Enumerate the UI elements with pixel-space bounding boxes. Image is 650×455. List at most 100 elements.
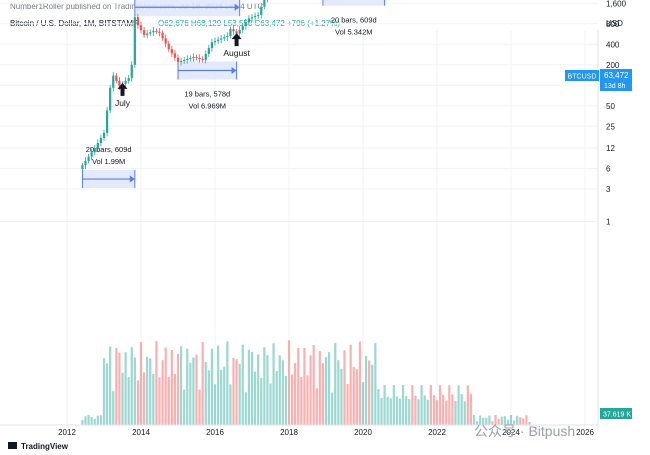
- range-label: 20 bars, 609d: [86, 145, 132, 154]
- volume-bar: [281, 360, 284, 425]
- volume-bar: [142, 372, 146, 425]
- price-tag-value: 63,472: [604, 71, 629, 80]
- volume-bar: [109, 346, 112, 425]
- volume-bar: [164, 347, 167, 425]
- volume-bars: [81, 340, 531, 425]
- volume-bar: [525, 415, 528, 425]
- candle-body: [241, 26, 244, 30]
- volume-bar: [414, 395, 417, 425]
- volume-bar: [260, 377, 263, 425]
- volume-bar: [364, 355, 368, 425]
- currency-label: USD: [606, 19, 623, 28]
- range-fill: [134, 0, 240, 17]
- volume-bar: [272, 343, 275, 425]
- tradingview-logo[interactable]: TradingView: [8, 442, 69, 451]
- candle-body: [207, 48, 210, 54]
- x-tick-label: 2014: [132, 428, 150, 437]
- candle-body: [229, 29, 232, 36]
- volume-bar: [331, 392, 334, 425]
- volume-bar: [136, 380, 140, 425]
- candle-body: [183, 60, 186, 62]
- candle-body: [93, 148, 96, 153]
- volume-bar: [324, 357, 328, 425]
- volume-bar: [257, 354, 260, 425]
- range-label: Vol 1.99M: [92, 157, 125, 166]
- up-arrow-icon: [231, 33, 242, 47]
- x-tick-label: 2016: [206, 428, 224, 437]
- candle-body: [235, 31, 238, 34]
- tradingview-brand: TradingView: [21, 442, 69, 451]
- x-tick-label: 2024: [502, 428, 520, 437]
- volume-bar: [405, 396, 408, 425]
- candle-body: [146, 33, 149, 35]
- volume-bar: [352, 366, 355, 425]
- volume-bar: [506, 419, 510, 425]
- up-arrow-icon: [117, 82, 128, 96]
- volume-bar: [519, 417, 522, 425]
- volume-bar: [429, 385, 432, 425]
- candlesticks: [81, 0, 268, 172]
- volume-bar: [482, 417, 485, 425]
- volume-bar: [442, 394, 445, 425]
- volume-bar: [386, 396, 389, 425]
- volume-bar: [81, 420, 84, 425]
- volume-bar: [115, 347, 118, 425]
- candle-body: [210, 42, 214, 49]
- y-tick-label: 1: [606, 218, 611, 227]
- candle-body: [226, 35, 229, 38]
- volume-bar: [454, 400, 457, 425]
- volume-bar: [423, 395, 426, 425]
- price-tag-bg: [600, 69, 632, 91]
- x-tick-label: 2022: [428, 428, 446, 437]
- candle-body: [115, 75, 118, 81]
- range-label: Vol 6.969M: [189, 101, 227, 110]
- volume-bar: [426, 399, 429, 425]
- volume-bar: [207, 370, 210, 425]
- volume-bar: [448, 385, 451, 425]
- watermark: 公众号 · Bitpush: [474, 423, 575, 439]
- volume-bar: [389, 398, 392, 425]
- x-tick-label: 2026: [576, 428, 594, 437]
- volume-bar: [327, 352, 331, 425]
- volume-bar: [516, 415, 519, 425]
- date-ranges: 20 bars, 609d Vol 1.99M 33 bars, 1004dVol …: [81, 0, 386, 189]
- candle-body: [152, 30, 155, 33]
- candle-body: [204, 53, 207, 60]
- candle-body: [257, 14, 260, 17]
- volume-bar: [266, 355, 269, 425]
- volume-bar: [438, 385, 442, 425]
- volume-bar: [312, 345, 315, 425]
- range-label: Vol 5.342M: [335, 28, 373, 37]
- range-label: 19 bars, 578d: [184, 89, 230, 98]
- volume-bar: [349, 344, 352, 425]
- volume-bar: [358, 341, 362, 425]
- range-arrow-head: [234, 3, 240, 11]
- volume-bar: [99, 415, 103, 425]
- candle-body: [173, 53, 177, 58]
- volume-bar: [204, 362, 207, 425]
- candle-body: [213, 40, 217, 43]
- volume-bar: [158, 377, 161, 425]
- volume-bar: [96, 415, 99, 425]
- volume-bar: [420, 385, 423, 425]
- volume-bar: [380, 397, 383, 425]
- volume-bar: [102, 358, 106, 425]
- candle-body: [167, 43, 170, 50]
- volume-bar: [183, 389, 186, 425]
- volume-bar: [401, 385, 405, 425]
- time-axis[interactable]: 2012 2014 2016 2018 2020 2022 2024 2026: [58, 428, 594, 437]
- candle-body: [263, 0, 266, 7]
- candle-body: [161, 32, 164, 39]
- volume-bar: [149, 358, 152, 425]
- candle-body: [247, 18, 251, 23]
- volume-bar: [383, 385, 386, 425]
- volume-bar: [371, 364, 374, 425]
- grid: [0, 2, 598, 425]
- volume-bar: [170, 350, 173, 425]
- annotation: August: [223, 33, 250, 58]
- volume-bar: [167, 376, 170, 425]
- volume-bar: [112, 391, 115, 425]
- volume-bar: [392, 385, 395, 425]
